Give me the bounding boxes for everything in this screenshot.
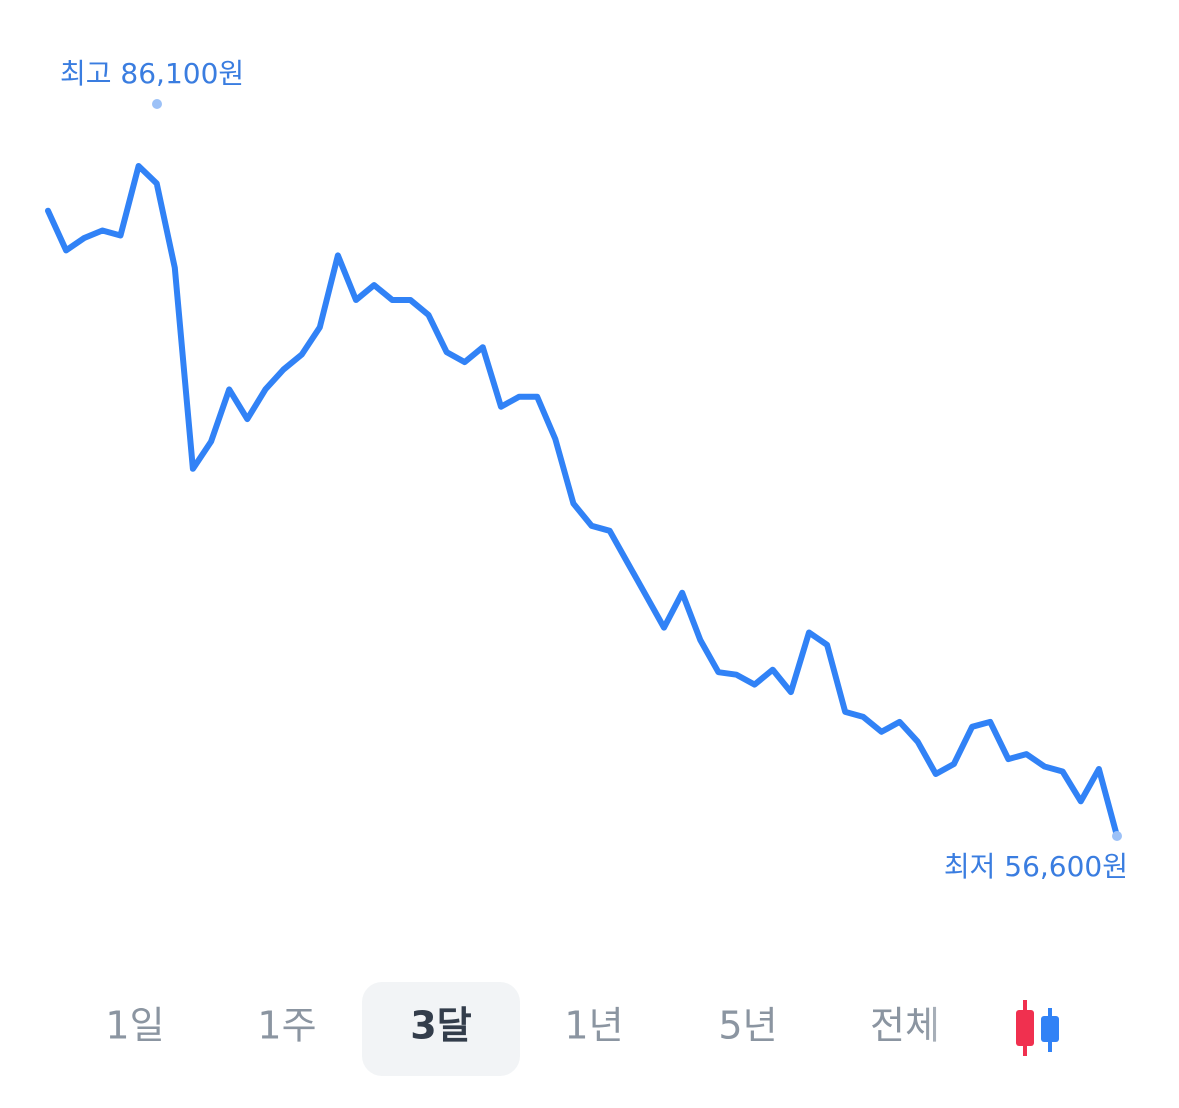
tab[interactable]: 1주	[257, 1004, 316, 1048]
fade-overlay	[925, 990, 965, 1070]
low-dot	[1112, 831, 1122, 841]
price-line	[45, 163, 1120, 839]
tab[interactable]: 3달	[410, 1004, 471, 1048]
low-label: 최저 56,600원	[944, 850, 1128, 883]
candle-toggle[interactable]	[1016, 1000, 1059, 1056]
tab[interactable]: 1년	[564, 1004, 623, 1048]
period-tabs: 1일 1주 3달 1년 5년 전체	[105, 982, 940, 1076]
tab[interactable]: 1일	[105, 1004, 164, 1048]
high-dot	[152, 99, 162, 109]
high-label: 최고 86,100원	[60, 57, 244, 90]
tab[interactable]: 5년	[718, 1004, 777, 1048]
tab-selected-bg	[362, 982, 520, 1076]
